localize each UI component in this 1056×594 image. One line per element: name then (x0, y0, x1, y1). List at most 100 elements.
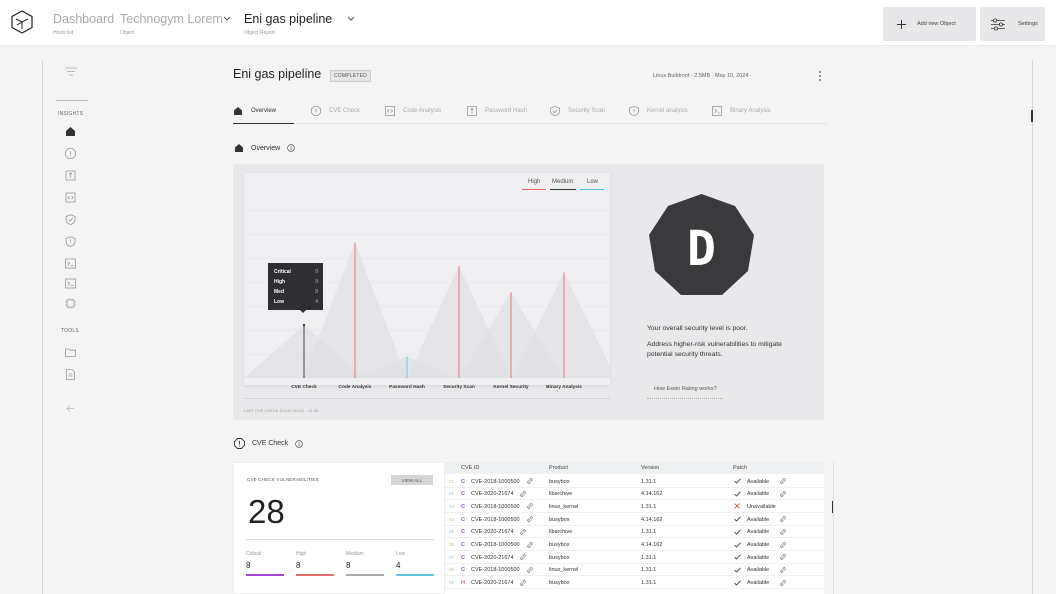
table-row[interactable]: 07 C CVE-2020-21674 busybox 1.31.1 Available (445, 551, 824, 564)
table-row[interactable]: 01 C CVE-2018-1000500 busybox 1.31.1 Availabl… (445, 475, 824, 488)
cve-id[interactable]: CVE-2018-1000500 (471, 516, 520, 523)
frame-divider (42, 60, 43, 594)
table-row[interactable]: 03 C CVE-2018-1000500 linux_kernel 1.31.1 Una… (445, 500, 824, 513)
page-scroll-thumb[interactable] (1031, 110, 1033, 122)
link-icon[interactable] (527, 541, 533, 548)
link-icon[interactable] (780, 554, 786, 560)
legend-high-label[interactable]: High (528, 179, 541, 185)
severity-letter: C (461, 516, 465, 523)
legend-low-label[interactable]: Low (587, 179, 599, 185)
severity-medium-bar (346, 574, 384, 576)
chart-tooltip: Critical 8 High 8 Med 8 Low 4 (268, 263, 323, 310)
column-version[interactable]: Version (641, 465, 660, 471)
column-product[interactable]: Product (549, 465, 568, 471)
data-point[interactable] (302, 324, 306, 327)
breadcrumb-dashboard-label[interactable]: Dashboard (53, 12, 115, 26)
link-icon[interactable] (520, 491, 526, 497)
link-icon[interactable] (780, 491, 786, 497)
link-icon[interactable] (520, 529, 526, 535)
x-label-binary-analysis: Binary Analysis (546, 385, 582, 390)
link-icon[interactable] (527, 516, 533, 522)
tab-cve-check[interactable]: CVE Check (311, 102, 360, 124)
info-icon[interactable] (295, 439, 303, 448)
table-row[interactable]: 05 C CVE-2020-21674 libarchive 1.31.1 Availab… (445, 526, 824, 539)
tab-binary-analysis[interactable]: Binary Analysis (712, 102, 771, 124)
table-row[interactable]: 02 C CVE-2020-21674 libarchive 4.14.162 Avail… (445, 488, 824, 501)
severity-low-bar (396, 574, 434, 576)
cve-id[interactable]: CVE-2020-21674 (471, 491, 514, 498)
table-scroll-track[interactable] (833, 462, 834, 594)
column-patch[interactable]: Patch (733, 465, 748, 471)
table-row[interactable]: 09 H CVE-2020-21674 busybox 1.31.1 Available (445, 577, 824, 590)
severity-letter: C (461, 478, 465, 485)
breadcrumb-report-label[interactable]: Eni gas pipeline (244, 12, 333, 26)
cve-id[interactable]: CVE-2020-21674 (471, 529, 514, 536)
link-icon[interactable] (527, 503, 533, 510)
shield-check-icon[interactable] (65, 214, 76, 225)
shield-alert-icon[interactable] (65, 236, 76, 247)
cve-id[interactable]: CVE-2018-1000500 (471, 503, 520, 510)
filter-icon[interactable] (65, 67, 77, 76)
breadcrumb-object-label[interactable]: Technogym Lorem (120, 12, 223, 26)
home-icon[interactable] (65, 126, 76, 137)
link-icon[interactable] (780, 567, 786, 573)
link-icon[interactable] (520, 579, 526, 586)
info-icon[interactable] (287, 144, 295, 152)
cve-id[interactable]: CVE-2020-21674 (471, 554, 514, 561)
link-icon[interactable] (527, 567, 533, 573)
view-all-button[interactable]: VIEW ALL (391, 475, 433, 485)
table-row[interactable]: 08 C CVE-2018-1000500 linux_kernel 1.31.1 Ava… (445, 564, 824, 577)
link-icon[interactable] (780, 516, 786, 522)
link-icon[interactable] (780, 541, 786, 548)
tab-security-scan[interactable]: Security Scan (550, 102, 605, 124)
breadcrumb-dashboard[interactable]: Dashboard Hosts list (53, 12, 114, 36)
cve-table-header (445, 462, 824, 474)
terminal-icon[interactable] (65, 258, 76, 269)
column-cve-id[interactable]: CVE ID (461, 465, 480, 471)
chevron-down-icon[interactable] (346, 15, 356, 23)
severity-medium-label: Medium (346, 551, 364, 557)
link-icon[interactable] (780, 529, 786, 535)
terminal-icon[interactable] (65, 278, 76, 289)
product-version: 1.31.1 (641, 567, 657, 574)
cve-id[interactable]: CVE-2018-1000500 (471, 478, 520, 485)
cve-table (445, 462, 824, 594)
tab-kernel-analysis[interactable]: Kernel analysis (629, 102, 688, 124)
code-icon[interactable] (65, 192, 76, 203)
tooltip-high-label: High (274, 279, 286, 285)
link-icon[interactable] (780, 478, 786, 484)
key-icon[interactable] (65, 170, 76, 181)
tab-overview[interactable]: Overview (233, 102, 294, 124)
settings-label: Settings (1018, 21, 1038, 27)
cve-id[interactable]: CVE-2018-1000500 (471, 542, 520, 548)
page-scroll-track[interactable] (1032, 60, 1033, 594)
link-icon[interactable] (780, 579, 786, 586)
more-options-icon[interactable] (818, 70, 822, 82)
vulnerability-area-chart (244, 209, 610, 378)
breadcrumb-report[interactable]: Eni gas pipeline Object Report (244, 12, 332, 36)
cve-id[interactable]: CVE-2018-1000500 (471, 567, 520, 574)
legend-medium-label[interactable]: Medium (552, 179, 574, 185)
table-row[interactable]: 04 C CVE-2018-1000500 busybox 4.14.162 Availa… (445, 513, 824, 526)
rating-info-link[interactable]: How Exein Rating works? (654, 386, 717, 392)
shield-alert-icon (629, 106, 639, 116)
table-row[interactable]: 06 C CVE-2018-1000500 busybox 4.14.162 Availa… (445, 539, 824, 551)
link-icon[interactable] (520, 554, 526, 560)
patch-status: Available (747, 567, 770, 574)
logo-icon[interactable] (10, 10, 34, 34)
cve-id[interactable]: CVE-2020-21674 (471, 580, 514, 587)
settings-button[interactable]: Settings (980, 7, 1045, 41)
chip-icon[interactable] (65, 298, 76, 309)
breadcrumb-object[interactable]: Technogym Lorem Object (120, 12, 223, 36)
folder-icon[interactable] (65, 347, 76, 358)
document-icon[interactable] (65, 369, 76, 380)
page-title: Eni gas pipeline (233, 67, 322, 81)
alert-octagon-icon[interactable] (65, 148, 76, 159)
arrow-left-icon[interactable] (65, 403, 76, 414)
tab-password-hash[interactable]: Password Hash (467, 102, 527, 124)
alert-octagon-icon (311, 106, 321, 116)
chevron-down-icon[interactable] (222, 15, 232, 23)
link-icon[interactable] (527, 478, 533, 484)
tab-code-analysis[interactable]: Code Analysis (385, 102, 441, 124)
add-object-button[interactable]: Add new Object (883, 7, 976, 41)
